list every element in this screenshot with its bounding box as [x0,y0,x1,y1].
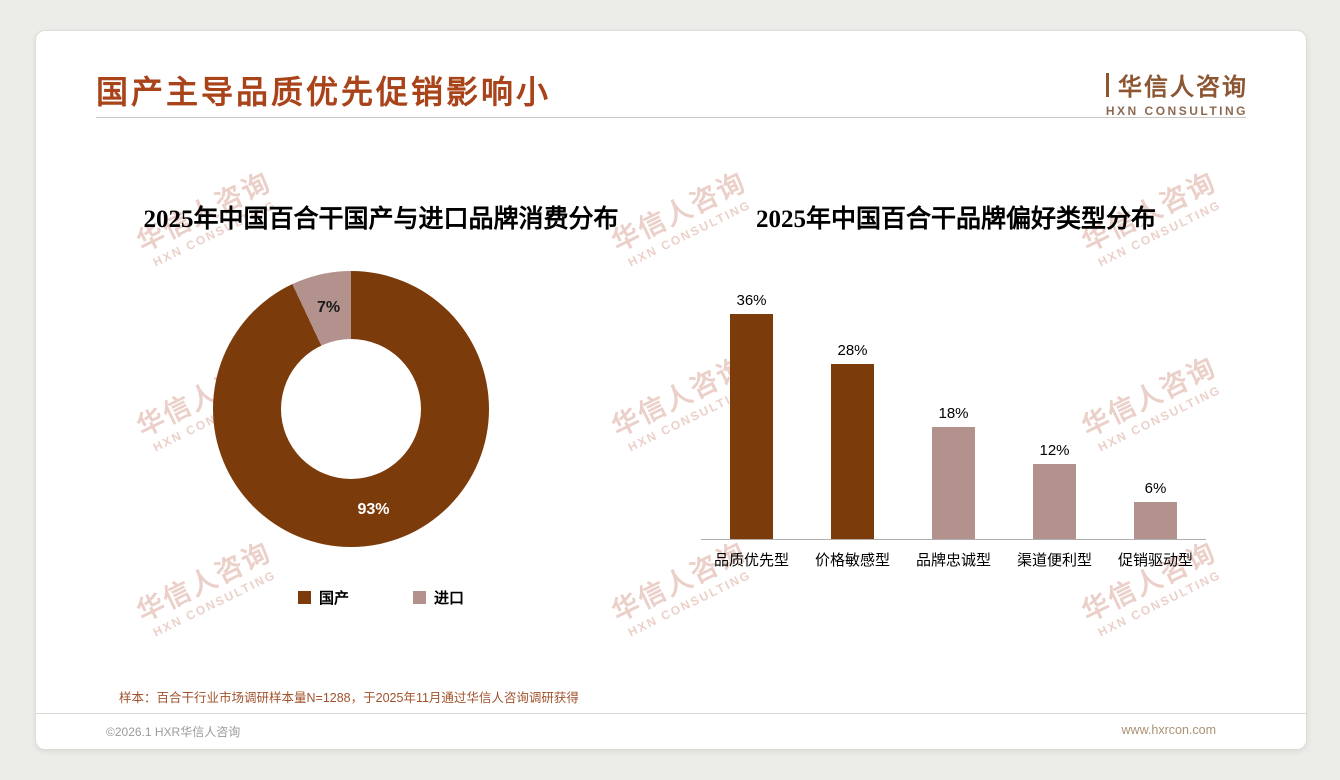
bar-column: 28% [802,289,903,539]
bar [1134,501,1177,539]
footer-divider [36,713,1306,714]
bar-column: 6% [1105,289,1206,539]
watermark-zh: 华信人咨询 [607,536,751,628]
legend-swatch [297,591,311,604]
bar-value-label: 36% [736,292,767,309]
bar-plot: 36% 28% 18% 12% 6% [701,289,1206,540]
watermark-zh: 华信人咨询 [1077,536,1221,628]
logo-name: 华信人咨询 [1118,74,1248,101]
bar-column: 36% [701,289,802,539]
bar-value-label: 28% [837,342,868,359]
logo-mark-icon [1106,72,1109,97]
logo-subtitle: HXN CONSULTING [1105,104,1248,118]
bar-column: 12% [1004,289,1105,539]
bar-value-label: 6% [1144,479,1167,497]
bar-category-label: 品牌忠诚型 [915,552,991,569]
legend-item: 国产 [297,587,349,608]
bar-categories: 品质优先型 价格敏感型 品牌忠诚型 渠道便利型 促销驱动型 [701,549,1206,570]
legend-label: 国产 [318,590,349,607]
sample-note: 样本：百合干行业市场调研样本量N=1288，于2025年11月通过华信人咨询调研… [119,691,579,705]
footer-url: www.hxrcon.com [1121,723,1216,737]
slice-label: 93% [357,500,390,518]
legend-item: 进口 [413,587,464,608]
legend-swatch [413,591,426,604]
bar [1033,464,1076,539]
bar-value-label: 12% [1039,442,1070,459]
bar-value-label: 18% [938,404,969,422]
legend-label: 进口 [434,590,465,607]
header-divider [96,117,1246,118]
slide: 华信人咨询 HXN CONSULTING 华信人咨询 HXN CONSULTING 华信… [35,30,1307,750]
bar-category-label: 促销驱动型 [1117,552,1193,569]
bar [730,314,773,539]
logo: 华信人咨询 HXN CONSULTING [1106,67,1248,118]
bar-category-label: 品质优先型 [713,552,789,569]
pie-chart-title: 2025年中国百合干国产与进口品牌消费分布 [143,206,619,233]
bar [831,364,874,539]
bar [932,426,975,539]
donut-chart: 93% 7% [213,271,489,547]
bar-category-label: 渠道便利型 [1016,552,1092,569]
donut-hole [281,339,421,479]
slice-label: 7% [316,299,341,317]
watermark-en: HXN CONSULTING [1095,567,1224,640]
bar-column: 18% [903,289,1004,539]
pie-legend: 国产 进口 [101,587,661,608]
logo-top: 华信人咨询 [1106,67,1248,102]
page-title: 国产主导品质优先促销影响小 [96,74,552,110]
bar-category-label: 价格敏感型 [814,552,890,569]
bar-chart-title: 2025年中国百合干品牌偏好类型分布 [755,206,1156,233]
footer-copyright: ©2026.1 HXR华信人咨询 [106,725,241,739]
